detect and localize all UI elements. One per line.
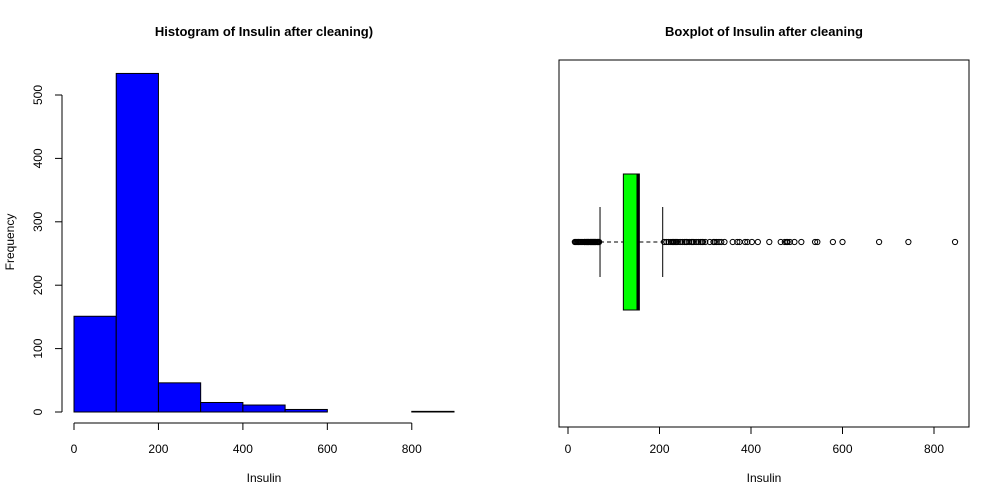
- histogram-y-tick-label: 300: [31, 211, 45, 231]
- boxplot-outlier-point: [814, 238, 821, 246]
- boxplot-outlier-point: [791, 238, 798, 246]
- boxplot-outlier-point: [663, 238, 670, 246]
- boxplot-outlier-point: [798, 238, 805, 246]
- histogram-x-tick-label: 800: [402, 442, 422, 456]
- boxplot-outlier-point: [829, 238, 836, 246]
- histogram-x-tick-label: 200: [148, 442, 168, 456]
- histogram-y-tick-label: 200: [31, 275, 45, 295]
- boxplot-outlier-point: [741, 238, 749, 246]
- boxplot-x-tick-label: 400: [741, 442, 761, 456]
- histogram-bar: [200, 401, 244, 413]
- boxplot-outlier-point: [676, 238, 684, 246]
- histogram-y-label: Frequency: [3, 214, 17, 271]
- boxplot-x-tick-label: 200: [649, 442, 669, 456]
- boxplot-outlier-point: [839, 238, 846, 246]
- boxplot-outlier-point: [702, 238, 709, 246]
- boxplot-x-tick-label: 0: [565, 442, 572, 456]
- boxplot-outlier-point: [711, 238, 718, 246]
- boxplot-outlier-point: [786, 238, 793, 246]
- boxplot-outlier-point: [876, 238, 883, 246]
- boxplot-outlier-point: [713, 238, 720, 246]
- histogram-x-tick-label: 0: [71, 442, 78, 456]
- boxplot-outliers: [571, 238, 959, 246]
- boxplot-outlier-point: [690, 238, 697, 246]
- boxplot-panel: Boxplot of Insulin after cleaning Insuli…: [558, 24, 970, 485]
- histogram-y-tick-label: 500: [31, 85, 45, 105]
- histogram-y-tick-label: 0: [31, 408, 45, 415]
- boxplot-x-axis: 0 200 400 600 800: [565, 426, 944, 456]
- boxplot-outlier-point: [729, 238, 736, 246]
- boxplot-outlier-point: [693, 238, 700, 246]
- histogram-y-tick-label: 400: [31, 148, 45, 168]
- histogram-y-tick-label: 100: [31, 338, 45, 358]
- boxplot-outlier-point: [951, 238, 959, 246]
- boxplot-outlier-point: [721, 238, 728, 246]
- histogram-bar: [411, 410, 455, 413]
- histogram-bar: [284, 408, 328, 413]
- boxplot-x-tick-label: 800: [924, 442, 944, 456]
- boxplot-outlier-point: [718, 238, 725, 246]
- boxplot-marks: [599, 173, 664, 311]
- boxplot-outlier-point: [596, 238, 603, 246]
- boxplot-outlier-point: [777, 238, 784, 246]
- boxplot-x-tick-label: 600: [832, 442, 852, 456]
- boxplot-outlier-point: [754, 238, 761, 246]
- boxplot-x-label: Insulin: [747, 471, 782, 485]
- histogram-bars: [73, 72, 455, 413]
- boxplot-outlier-point: [905, 238, 912, 246]
- histogram-x-axis: 0 200 400 600 800: [71, 422, 422, 456]
- boxplot-outlier-point: [660, 238, 668, 246]
- boxplot-outlier-point: [766, 238, 773, 246]
- boxplot-title: Boxplot of Insulin after cleaning: [665, 24, 863, 39]
- boxplot-outlier-point: [744, 238, 751, 246]
- histogram-x-label: Insulin: [247, 471, 282, 485]
- histogram-bar: [115, 72, 159, 413]
- boxplot-outlier-point: [686, 238, 693, 246]
- boxplot-outlier-point: [695, 238, 702, 246]
- boxplot-outlier-point: [748, 238, 756, 246]
- boxplot-outlier-point: [674, 238, 681, 246]
- boxplot-outlier-point: [811, 238, 819, 246]
- histogram-panel: Histogram of Insulin after cleaning) Ins…: [3, 24, 455, 485]
- histogram-x-tick-label: 400: [233, 442, 253, 456]
- histogram-bar: [242, 404, 286, 413]
- boxplot-outlier-point: [734, 238, 741, 246]
- histogram-x-tick-label: 600: [317, 442, 337, 456]
- histogram-y-axis: 0 100 200 300 400 500: [31, 85, 63, 415]
- boxplot-outlier-point: [784, 238, 791, 246]
- histogram-bar: [73, 315, 117, 413]
- boxplot-outlier-point: [679, 238, 686, 246]
- histogram-title: Histogram of Insulin after cleaning): [155, 24, 373, 39]
- histogram-bar: [157, 382, 202, 413]
- boxplot-outlier-point: [699, 238, 707, 246]
